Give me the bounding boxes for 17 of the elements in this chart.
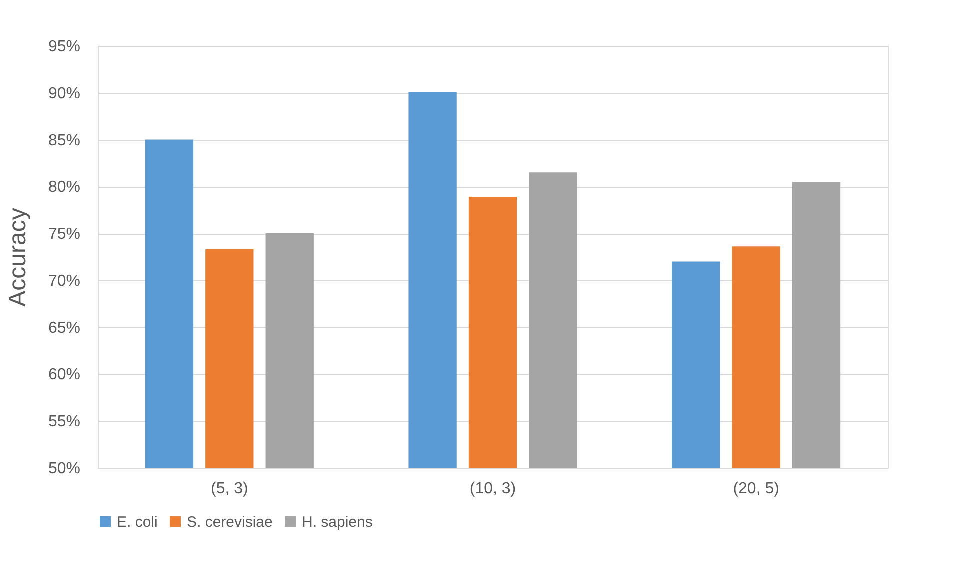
y-tick-label: 85%	[48, 132, 80, 150]
y-axis-title: Accuracy	[4, 208, 32, 307]
y-tick-label: 50%	[48, 460, 80, 478]
x-tick-label: (20, 5)	[733, 480, 780, 498]
y-tick-label: 80%	[48, 179, 80, 196]
y-tick-label: 65%	[48, 320, 80, 337]
legend-label: E. coli	[117, 514, 158, 531]
x-tick-label: (5, 3)	[210, 480, 248, 498]
legend-label: S. cerevisiae	[187, 514, 273, 531]
y-tick-label: 75%	[48, 226, 80, 244]
x-tick-label: (10, 3)	[470, 480, 516, 498]
y-tick-label: 60%	[48, 366, 80, 384]
y-tick-label: 90%	[48, 85, 80, 102]
y-tick-label: 95%	[48, 38, 80, 56]
y-tick-label: 55%	[48, 414, 80, 431]
legend-label: H. sapiens	[302, 514, 373, 531]
y-tick-label: 70%	[48, 272, 80, 290]
